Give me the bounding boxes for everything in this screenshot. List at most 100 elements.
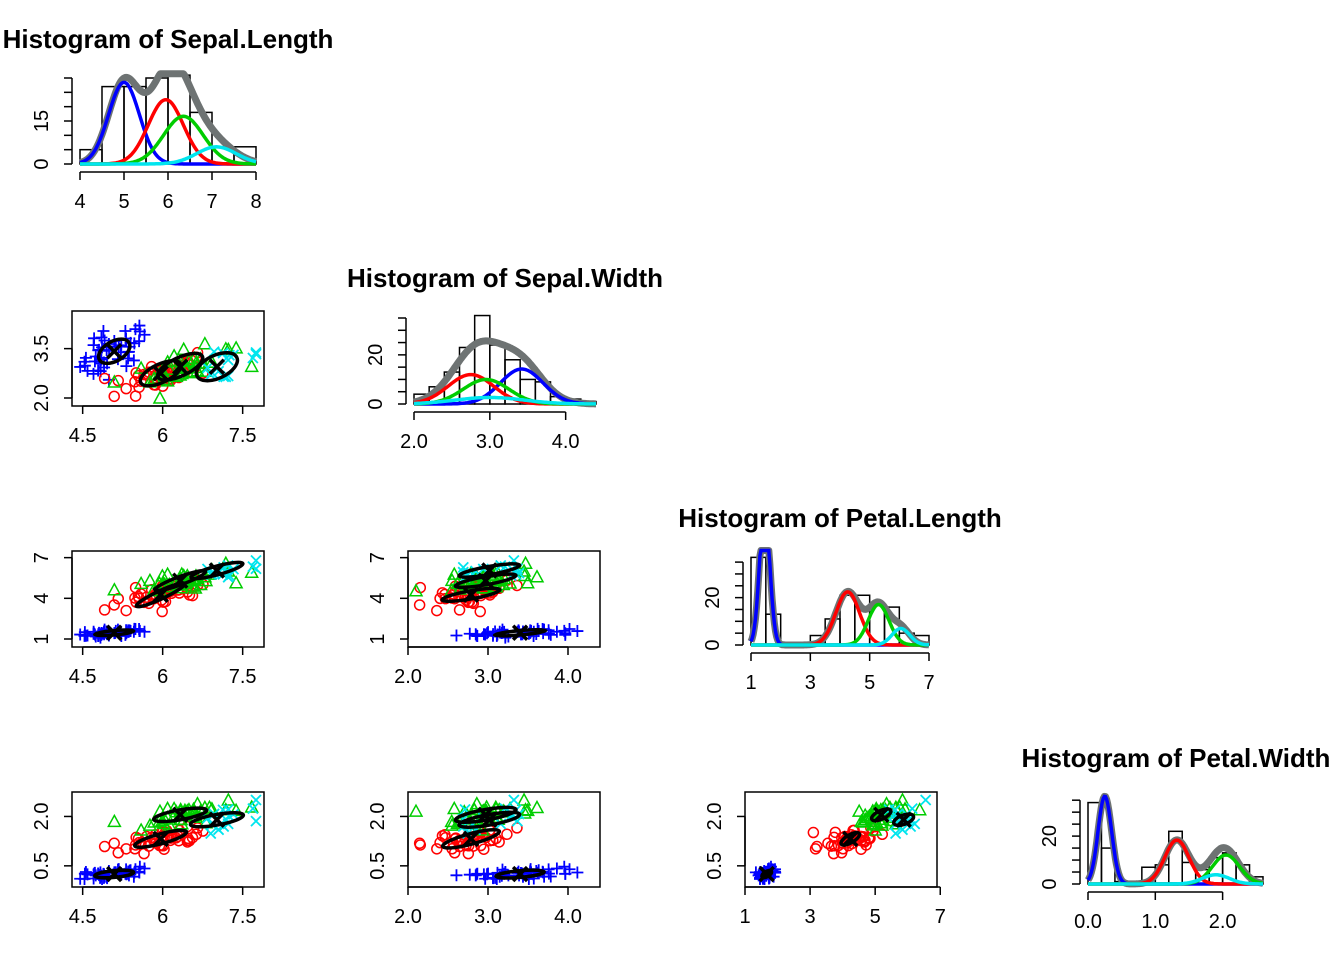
x-tick-label: 1: [739, 906, 750, 928]
histogram-title: Histogram of Sepal.Width: [347, 263, 663, 293]
x-axis: 4 5 6 7 8: [74, 171, 262, 213]
point: [129, 390, 142, 402]
point: [558, 624, 571, 637]
x-tick-label: 6: [157, 425, 168, 447]
x-tick-label: 2.0: [400, 431, 428, 453]
point: [408, 583, 424, 597]
point: [138, 368, 150, 381]
point: [152, 390, 168, 404]
point: [197, 336, 213, 350]
covariance-ellipse: [453, 805, 518, 825]
cluster-center-mark: [105, 343, 123, 360]
x-tick-label: 3: [805, 906, 816, 928]
point: [78, 355, 91, 368]
cluster-center-mark: [152, 830, 169, 848]
histogram-bar: [489, 344, 506, 405]
point: [97, 324, 110, 337]
density-component-line: [80, 145, 257, 166]
cluster-center-mark: [511, 865, 529, 883]
y-tick-label: 2.0: [704, 803, 726, 831]
point: [471, 630, 484, 643]
point: [98, 372, 111, 385]
point: [889, 827, 902, 840]
scatter-sc-pl-sl: [71, 550, 265, 648]
point: [439, 829, 451, 841]
cluster-center-mark: [481, 562, 498, 579]
x-tick-label: 2.0: [1209, 911, 1237, 933]
point: [413, 599, 426, 611]
point: [544, 628, 557, 641]
histogram-bar: [473, 314, 491, 405]
cluster-center-mark: [842, 830, 859, 848]
y-tick-label: 4: [367, 593, 389, 604]
point: [550, 862, 563, 875]
y-tick-label: 0.5: [367, 852, 389, 880]
cluster-center-mark: [208, 358, 226, 375]
cluster-center-mark: [758, 865, 775, 883]
scatter-points: [749, 792, 932, 885]
point: [133, 624, 146, 637]
x-tick-label: 4.5: [69, 666, 97, 688]
x-tick-label: 3.0: [474, 666, 502, 688]
y-tick-label: 7: [367, 552, 389, 563]
x-tick-label: 5: [118, 191, 129, 213]
point: [559, 627, 572, 640]
x-tick-label: 7: [923, 672, 934, 694]
point: [107, 582, 122, 596]
scatter-sc-pw-pl: [744, 791, 938, 888]
point: [228, 802, 244, 817]
cluster-center-mark: [171, 806, 189, 824]
y-tick-label: 3.5: [31, 335, 53, 363]
x-axis: 2.0 3.0 4.0: [400, 411, 580, 453]
x-axis: 4.5 6 7.5: [69, 886, 257, 928]
x-axis: 4.5 6 7.5: [69, 646, 257, 688]
cluster-center-mark: [105, 865, 123, 883]
y-tick-label: 15: [31, 110, 53, 132]
covariance-ellipse: [151, 806, 209, 824]
cluster-center-mark: [171, 358, 189, 375]
point: [160, 566, 175, 580]
x-tick-label: 1.0: [1141, 911, 1169, 933]
point: [138, 847, 150, 860]
x-tick-label: 4: [74, 191, 85, 213]
cluster-center-mark: [481, 811, 498, 828]
point: [81, 364, 94, 377]
density-component-line: [751, 626, 930, 647]
histogram-title: Histogram of Petal.Width: [1022, 743, 1331, 773]
y-tick-label: 0.5: [31, 852, 53, 880]
point: [112, 847, 124, 859]
x-tick-label: 7.5: [229, 666, 257, 688]
point: [517, 805, 532, 819]
y-axis: 2.0 3.5: [31, 335, 73, 412]
point: [185, 578, 200, 592]
covariance-ellipse: [92, 868, 136, 880]
y-axis: 0 20: [1039, 799, 1081, 890]
point: [463, 627, 476, 640]
x-axis: 2.0 3.0 4.0: [394, 886, 582, 928]
x-tick-label: 6: [157, 666, 168, 688]
point: [120, 360, 133, 373]
point: [571, 625, 584, 638]
cluster-center-mark: [152, 365, 169, 382]
x-tick-label: 4.0: [554, 906, 582, 928]
scatter-points: [408, 554, 584, 644]
covariance-ellipse: [188, 811, 246, 829]
y-tick-label: 20: [1039, 825, 1061, 847]
x-tick-label: 6: [157, 906, 168, 928]
x-tick-label: 0.0: [1074, 911, 1102, 933]
x-axis: 2.0 3.0 4.0: [394, 646, 582, 688]
point: [202, 799, 217, 814]
x-tick-label: 1: [745, 672, 756, 694]
cluster-center-mark: [462, 586, 480, 604]
covariance-ellipse: [494, 868, 546, 880]
cluster-center-mark: [462, 830, 480, 848]
x-tick-label: 2.0: [394, 906, 422, 928]
point: [187, 350, 202, 365]
y-tick-label: 20: [365, 344, 387, 366]
point: [129, 581, 142, 594]
x-tick-label: 2.0: [394, 666, 422, 688]
cluster-center-mark: [208, 562, 226, 579]
y-axis: 0.5 2.0: [704, 803, 746, 880]
point: [408, 803, 424, 817]
point: [127, 354, 140, 367]
